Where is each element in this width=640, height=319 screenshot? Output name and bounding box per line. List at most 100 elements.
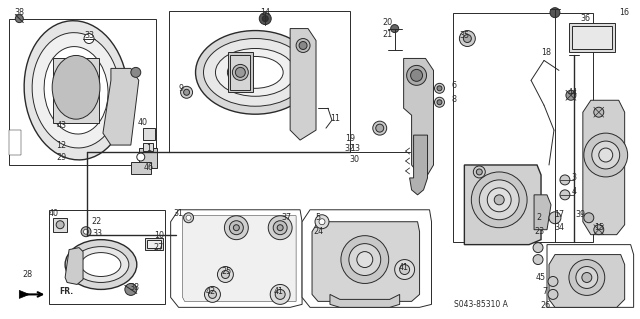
Text: 4: 4 (572, 187, 577, 197)
Circle shape (390, 25, 399, 33)
Circle shape (84, 33, 94, 43)
Text: 42: 42 (205, 287, 216, 296)
Circle shape (56, 221, 64, 229)
Polygon shape (290, 29, 316, 140)
Polygon shape (19, 290, 29, 298)
Text: 16: 16 (619, 8, 628, 17)
Polygon shape (103, 68, 139, 145)
Text: 30: 30 (350, 155, 360, 165)
Bar (53, 58, 99, 123)
Text: 29: 29 (56, 152, 67, 161)
Circle shape (376, 124, 384, 132)
Text: 34: 34 (554, 223, 564, 232)
Circle shape (137, 153, 145, 161)
Polygon shape (547, 245, 634, 307)
Ellipse shape (216, 48, 295, 96)
Circle shape (349, 244, 381, 276)
Circle shape (594, 107, 604, 117)
Ellipse shape (44, 47, 108, 134)
Bar (143, 128, 155, 140)
Ellipse shape (204, 39, 307, 106)
Circle shape (435, 97, 444, 107)
Text: 28: 28 (22, 270, 33, 279)
Circle shape (234, 225, 239, 231)
Bar (53, 218, 67, 232)
Text: 1: 1 (147, 144, 151, 152)
Text: 27: 27 (154, 243, 164, 252)
Text: 22: 22 (92, 217, 102, 226)
Circle shape (487, 188, 511, 212)
Circle shape (218, 267, 234, 282)
Text: 20: 20 (383, 18, 393, 27)
Text: 41: 41 (273, 287, 283, 296)
Circle shape (471, 172, 527, 228)
Bar (228, 52, 253, 92)
Bar (230, 56, 250, 90)
Circle shape (372, 121, 387, 135)
Circle shape (273, 221, 287, 235)
Circle shape (180, 86, 193, 98)
Circle shape (186, 215, 191, 220)
Text: 10: 10 (154, 231, 164, 240)
Text: 2: 2 (536, 213, 541, 222)
Ellipse shape (73, 247, 129, 282)
Bar (453, 13, 593, 241)
Circle shape (262, 16, 268, 22)
Circle shape (81, 227, 91, 237)
Text: 3: 3 (572, 174, 577, 182)
Circle shape (315, 215, 329, 229)
Circle shape (584, 133, 628, 177)
Text: 24: 24 (313, 227, 323, 236)
Circle shape (225, 216, 248, 240)
Text: 32: 32 (345, 144, 355, 152)
Circle shape (229, 221, 243, 235)
Text: FR.: FR. (59, 287, 73, 296)
Circle shape (236, 67, 245, 78)
Polygon shape (10, 19, 156, 165)
Circle shape (560, 175, 570, 185)
Text: 6: 6 (452, 81, 457, 90)
Ellipse shape (81, 253, 121, 277)
Text: 11: 11 (330, 114, 340, 123)
Circle shape (550, 8, 560, 18)
Text: 25: 25 (221, 267, 232, 276)
Circle shape (184, 89, 189, 95)
Ellipse shape (52, 56, 100, 119)
Polygon shape (330, 294, 399, 307)
Circle shape (232, 64, 248, 80)
Circle shape (184, 213, 193, 223)
Text: 39: 39 (576, 210, 586, 219)
Text: 44: 44 (568, 88, 578, 97)
Polygon shape (549, 255, 625, 307)
Text: 40: 40 (48, 209, 58, 218)
Text: 21: 21 (383, 30, 393, 39)
Polygon shape (312, 222, 420, 301)
Text: 45: 45 (536, 273, 546, 282)
Circle shape (395, 260, 415, 279)
Text: 5: 5 (316, 213, 321, 222)
Circle shape (494, 195, 504, 205)
Text: 37: 37 (281, 213, 291, 222)
Text: S043-85310 A: S043-85310 A (454, 300, 508, 309)
Circle shape (476, 169, 483, 175)
Polygon shape (10, 130, 21, 155)
Circle shape (209, 290, 216, 298)
Circle shape (533, 255, 543, 264)
Circle shape (437, 100, 442, 105)
Polygon shape (171, 210, 302, 307)
Text: 35: 35 (460, 31, 469, 40)
Text: 15: 15 (594, 223, 604, 232)
Circle shape (560, 190, 570, 200)
Text: 7: 7 (543, 287, 548, 296)
Ellipse shape (227, 56, 283, 88)
Polygon shape (465, 165, 541, 245)
Text: 38: 38 (130, 283, 140, 292)
Ellipse shape (65, 240, 137, 289)
Circle shape (479, 180, 519, 220)
Circle shape (569, 260, 605, 295)
Circle shape (15, 15, 23, 23)
Text: 26: 26 (540, 301, 550, 310)
Polygon shape (583, 100, 625, 235)
Circle shape (341, 236, 388, 284)
Circle shape (592, 141, 620, 169)
